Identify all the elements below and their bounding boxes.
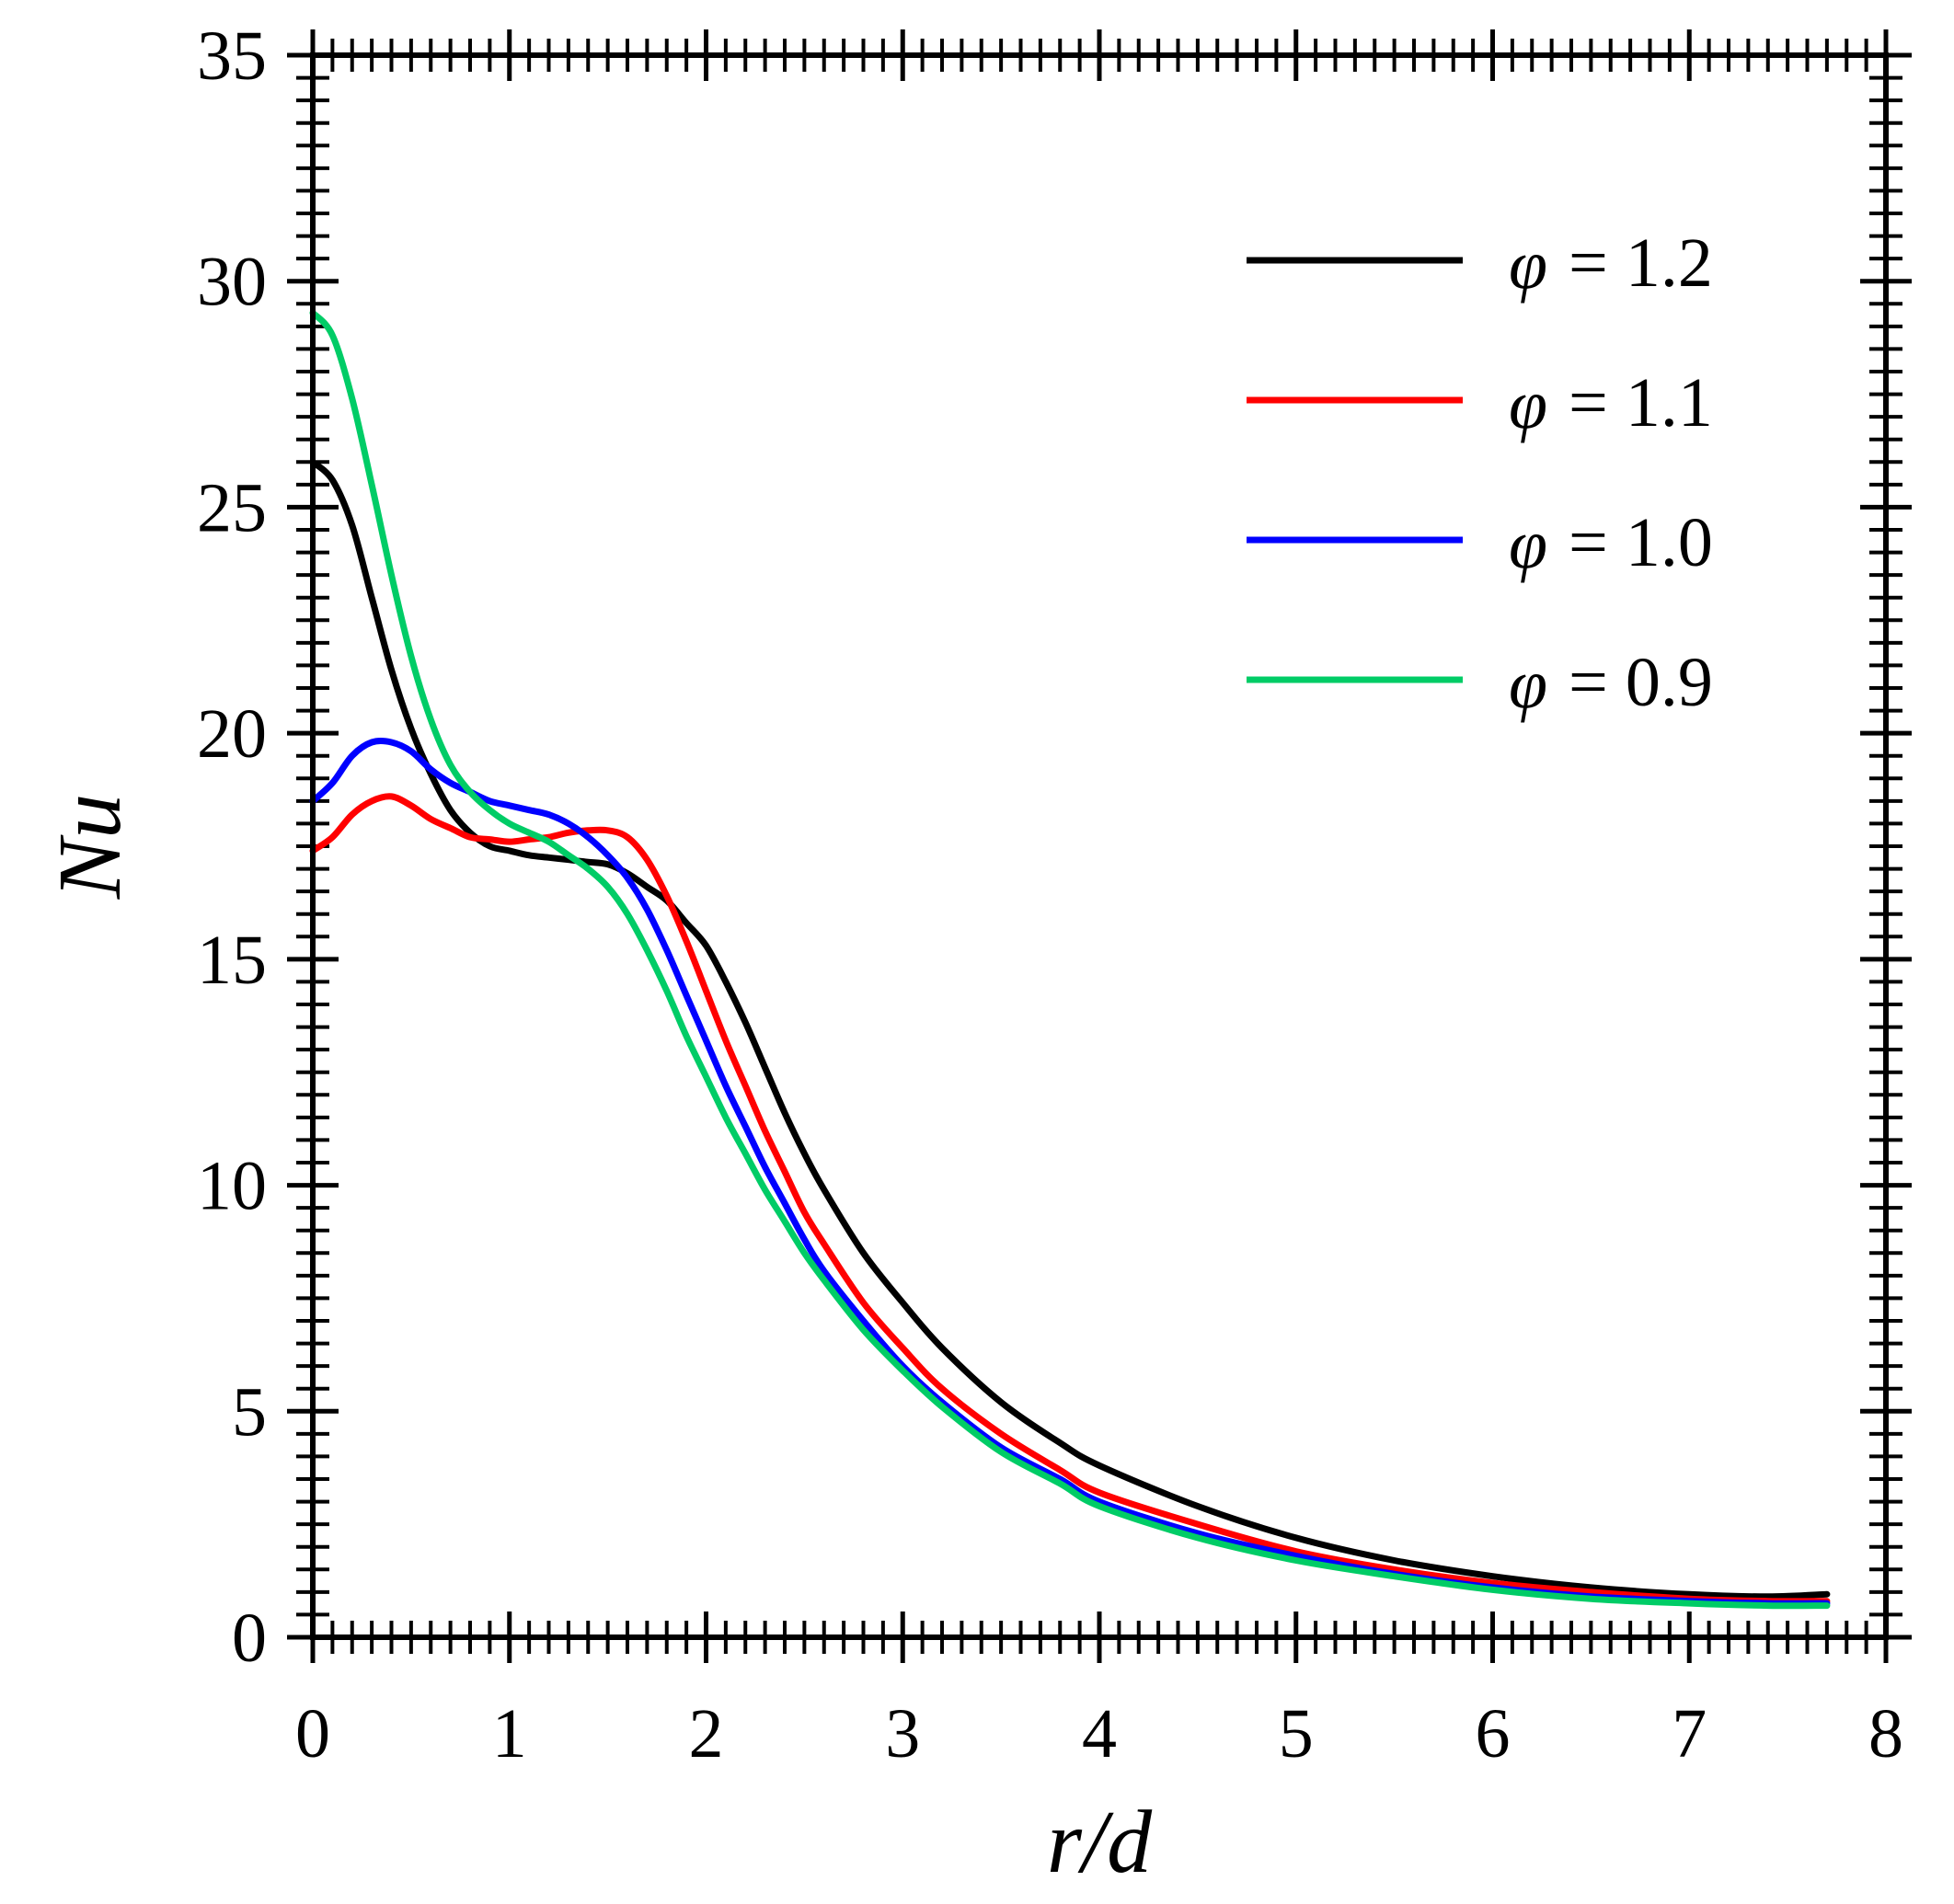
legend-label-2: = 1.1 [1569,364,1713,442]
x-tick-label: 2 [689,1695,724,1772]
legend-symbol: φ [1509,506,1547,583]
y-tick-label: 5 [232,1373,267,1451]
series-line-1 [309,458,1831,1600]
y-tick-labels: 0 5 10 15 20 25 30 35 [197,17,267,1677]
x-tick-label: 1 [492,1695,527,1772]
x-tick-labels: 0 1 2 3 4 5 6 7 8 [295,1695,1903,1772]
series-line-2 [309,793,1831,1605]
series-line-3 [309,737,1831,1607]
y-tick-label: 30 [197,244,267,321]
x-tick-label: 6 [1476,1695,1511,1772]
y-tick-label: 0 [232,1600,267,1677]
plot-frame [310,52,1889,1640]
legend: φ = 1.2 φ = 1.1 φ = 1.0 φ = 0.9 [1247,224,1713,723]
series-lines [309,309,1831,1610]
y-axis-title: Nu [40,794,140,900]
y-tick-label: 10 [197,1148,267,1225]
legend-label-3: = 1.0 [1569,504,1713,581]
x-tick-label: 7 [1672,1695,1707,1772]
x-tick-label: 0 [295,1695,330,1772]
x-tick-label: 5 [1279,1695,1314,1772]
legend-symbol: φ [1509,366,1547,443]
x-tick-label: 8 [1868,1695,1903,1772]
y-tick-label: 20 [197,695,267,773]
y-tick-label: 25 [197,469,267,546]
x-axis-title: r/d [1047,1793,1153,1892]
legend-symbol: φ [1509,646,1547,723]
legend-label-1: = 1.2 [1569,224,1713,302]
x-tick-label: 4 [1082,1695,1117,1772]
legend-symbol: φ [1509,226,1547,304]
series-line-4 [309,309,1831,1610]
legend-label-4: = 0.9 [1569,644,1713,721]
x-tick-label: 3 [885,1695,920,1772]
y-tick-label: 15 [197,922,267,999]
y-tick-label: 35 [197,17,267,95]
